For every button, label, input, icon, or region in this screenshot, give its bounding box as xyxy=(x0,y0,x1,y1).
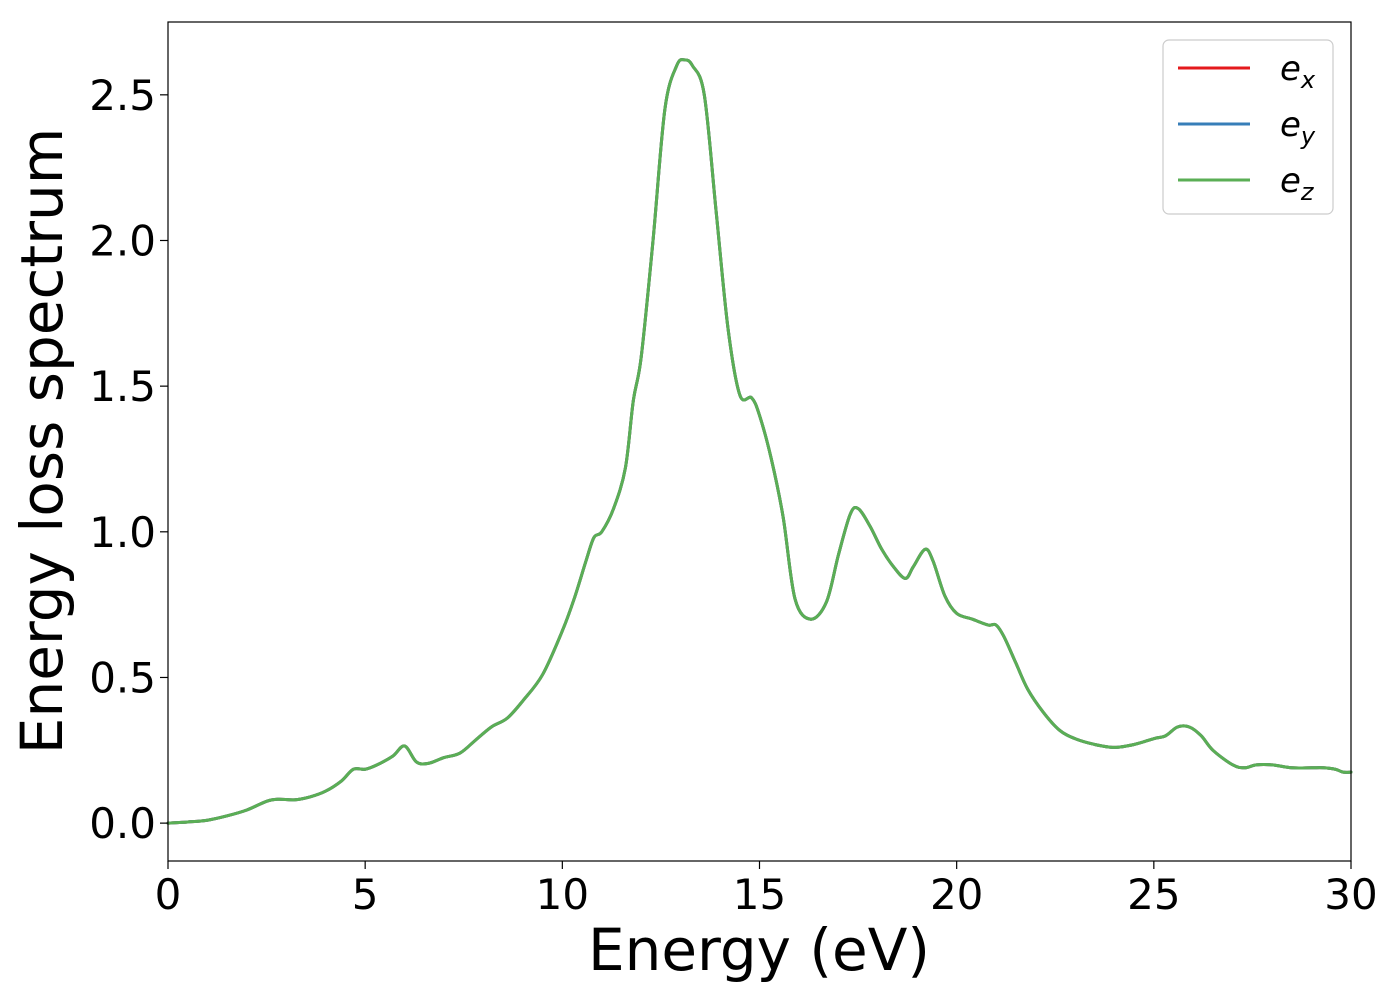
x-axis-ticks: 0 5 10 15 20 25 30 xyxy=(155,861,1378,919)
x-tick-label: 15 xyxy=(733,870,786,919)
y-tick-label: 2.5 xyxy=(89,71,156,120)
legend-label-e-x: ex xyxy=(1280,49,1316,94)
series-layer xyxy=(166,58,1353,825)
x-tick-label: 0 xyxy=(155,870,182,919)
x-tick-label: 25 xyxy=(1127,870,1180,919)
y-axis-label: Energy loss spectrum xyxy=(8,128,76,754)
x-axis-label: Energy (eV) xyxy=(588,916,930,984)
legend: ex ey ez xyxy=(1162,39,1334,215)
y-axis-ticks: 0.0 0.5 1.0 1.5 2.0 2.5 xyxy=(89,71,168,848)
x-tick-label: 10 xyxy=(536,870,589,919)
series-line-e-z xyxy=(166,58,1353,825)
y-tick-label: 1.5 xyxy=(89,362,156,411)
x-tick-label: 20 xyxy=(930,870,983,919)
y-tick-label: 0.5 xyxy=(89,653,156,702)
x-tick-label: 5 xyxy=(352,870,379,919)
y-tick-label: 1.0 xyxy=(89,508,156,557)
legend-frame xyxy=(1162,39,1334,215)
y-tick-label: 0.0 xyxy=(89,799,156,848)
y-tick-label: 2.0 xyxy=(89,216,156,265)
legend-label-e-y: ey xyxy=(1280,105,1316,150)
legend-label-e-z: ez xyxy=(1280,161,1315,206)
x-tick-label: 30 xyxy=(1324,870,1377,919)
